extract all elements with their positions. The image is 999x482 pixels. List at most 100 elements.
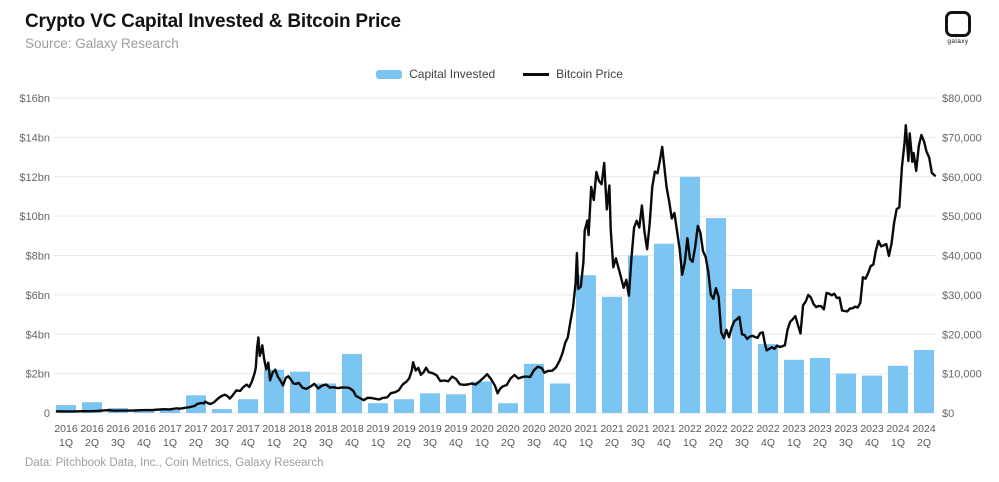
bar-2016-1Q bbox=[56, 405, 76, 413]
bar-2019-4Q bbox=[446, 394, 466, 413]
x-axis-year-label: 2022 bbox=[704, 423, 728, 435]
bar-2023-2Q bbox=[810, 357, 830, 413]
x-axis-quarter-label: 1Q bbox=[163, 437, 177, 449]
x-axis-year-label: 2021 bbox=[574, 423, 598, 435]
x-axis-year-label: 2018 bbox=[288, 423, 312, 435]
bar-2022-2Q bbox=[706, 218, 726, 413]
x-axis-year-label: 2023 bbox=[782, 423, 806, 435]
x-axis-year-label: 2019 bbox=[444, 423, 468, 435]
x-axis-quarter-label: 1Q bbox=[59, 437, 73, 449]
x-axis-quarter-label: 3Q bbox=[319, 437, 333, 449]
bar-2020-4Q bbox=[550, 383, 570, 413]
x-axis-year-label: 2016 bbox=[80, 423, 104, 435]
right-axis-tick-label: $70,000 bbox=[942, 132, 982, 144]
x-axis-year-label: 2017 bbox=[158, 423, 182, 435]
x-axis-quarter-label: 2Q bbox=[189, 437, 203, 449]
right-axis-tick-label: $40,000 bbox=[942, 251, 982, 263]
x-axis-quarter-label: 1Q bbox=[683, 437, 697, 449]
page-title: Crypto VC Capital Invested & Bitcoin Pri… bbox=[25, 11, 401, 32]
x-axis-year-label: 2017 bbox=[184, 423, 208, 435]
x-axis-quarter-label: 2Q bbox=[293, 437, 307, 449]
left-axis-tick-label: $10bn bbox=[19, 211, 50, 223]
x-axis-quarter-label: 3Q bbox=[111, 437, 125, 449]
x-axis-quarter-label: 1Q bbox=[475, 437, 489, 449]
chart-legend: Capital Invested Bitcoin Price bbox=[0, 67, 999, 81]
source-label: Source: Galaxy Research bbox=[25, 36, 179, 51]
x-axis-year-label: 2022 bbox=[756, 423, 780, 435]
right-axis-tick-label: $30,000 bbox=[942, 290, 982, 302]
x-axis-year-label: 2019 bbox=[366, 423, 390, 435]
x-axis-quarter-label: 2Q bbox=[501, 437, 515, 449]
x-axis-year-label: 2020 bbox=[548, 423, 572, 435]
bar-2017-1Q bbox=[160, 410, 180, 413]
x-axis-year-label: 2018 bbox=[262, 423, 286, 435]
x-axis-year-label: 2017 bbox=[210, 423, 234, 435]
bar-2016-2Q bbox=[82, 402, 102, 413]
x-axis-year-label: 2018 bbox=[314, 423, 338, 435]
bitcoin-price-swatch-icon bbox=[523, 72, 550, 76]
x-axis-year-label: 2020 bbox=[496, 423, 520, 435]
legend-item-capital-invested: Capital Invested bbox=[376, 67, 495, 81]
x-axis-quarter-label: 1Q bbox=[891, 437, 905, 449]
bar-2019-3Q bbox=[420, 393, 440, 413]
bar-2021-1Q bbox=[576, 275, 596, 413]
right-axis-tick-label: $0 bbox=[942, 408, 954, 420]
x-axis-year-label: 2019 bbox=[392, 423, 416, 435]
x-axis-year-label: 2016 bbox=[106, 423, 130, 435]
x-axis-quarter-label: 2Q bbox=[85, 437, 99, 449]
x-axis-year-label: 2022 bbox=[730, 423, 754, 435]
x-axis-year-label: 2022 bbox=[678, 423, 702, 435]
x-axis-quarter-label: 4Q bbox=[345, 437, 359, 449]
x-axis-quarter-label: 3Q bbox=[735, 437, 749, 449]
x-axis-year-label: 2023 bbox=[808, 423, 832, 435]
x-axis-year-label: 2017 bbox=[236, 423, 260, 435]
x-axis-quarter-label: 2Q bbox=[917, 437, 931, 449]
bar-2021-2Q bbox=[602, 296, 622, 413]
bar-2019-2Q bbox=[394, 399, 414, 413]
x-axis-quarter-label: 4Q bbox=[137, 437, 151, 449]
x-axis-quarter-label: 2Q bbox=[605, 437, 619, 449]
bar-2018-4Q bbox=[342, 353, 362, 413]
left-axis-tick-label: $8bn bbox=[26, 251, 50, 263]
bar-2024-1Q bbox=[888, 365, 908, 414]
bar-2023-1Q bbox=[784, 359, 804, 413]
legend-label-bitcoin-price: Bitcoin Price bbox=[556, 67, 623, 81]
left-axis-tick-label: $4bn bbox=[26, 329, 50, 341]
x-axis-year-label: 2021 bbox=[600, 423, 624, 435]
galaxy-logo: galaxy bbox=[933, 11, 983, 45]
x-axis-quarter-label: 3Q bbox=[215, 437, 229, 449]
legend-label-capital-invested: Capital Invested bbox=[409, 67, 496, 81]
bar-2022-3Q bbox=[732, 289, 752, 413]
x-axis-quarter-label: 3Q bbox=[527, 437, 541, 449]
bar-2017-4Q bbox=[238, 399, 258, 413]
bar-2018-1Q bbox=[264, 369, 284, 413]
bar-2020-2Q bbox=[498, 403, 518, 413]
right-axis-tick-label: $10,000 bbox=[942, 369, 982, 381]
x-axis-year-label: 2018 bbox=[340, 423, 364, 435]
x-axis-quarter-label: 3Q bbox=[839, 437, 853, 449]
x-axis-quarter-label: 1Q bbox=[371, 437, 385, 449]
x-axis-quarter-label: 4Q bbox=[241, 437, 255, 449]
bar-2016-4Q bbox=[134, 410, 154, 413]
left-axis-tick-label: $6bn bbox=[26, 290, 50, 302]
bar-2018-3Q bbox=[316, 383, 336, 413]
data-attribution: Data: Pitchbook Data, Inc., Coin Metrics… bbox=[25, 457, 324, 469]
bar-2021-4Q bbox=[654, 243, 674, 413]
x-axis-quarter-label: 4Q bbox=[865, 437, 879, 449]
x-axis-year-label: 2021 bbox=[652, 423, 676, 435]
left-axis-tick-label: $14bn bbox=[19, 132, 50, 144]
x-axis-quarter-label: 2Q bbox=[709, 437, 723, 449]
left-axis-tick-label: $16bn bbox=[19, 93, 50, 105]
bar-2023-3Q bbox=[836, 373, 856, 413]
bar-2023-4Q bbox=[862, 375, 882, 413]
bar-2022-4Q bbox=[758, 344, 778, 413]
x-axis-year-label: 2021 bbox=[626, 423, 650, 435]
bar-2020-1Q bbox=[472, 381, 492, 413]
left-axis-tick-label: 0 bbox=[44, 408, 50, 420]
x-axis-year-label: 2024 bbox=[886, 423, 910, 435]
x-axis-year-label: 2019 bbox=[418, 423, 442, 435]
left-axis-tick-label: $12bn bbox=[19, 172, 50, 184]
x-axis-quarter-label: 3Q bbox=[631, 437, 645, 449]
x-axis-quarter-label: 4Q bbox=[553, 437, 567, 449]
